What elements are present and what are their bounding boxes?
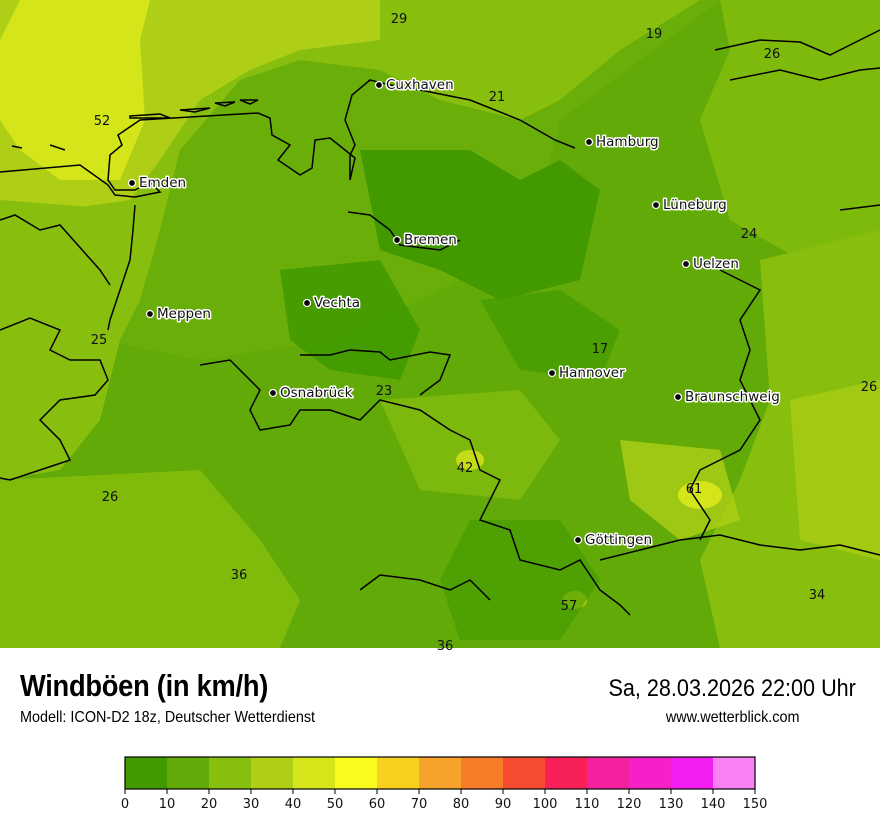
city-dot-icon [681,259,691,269]
color-legend: 0 10 20 30 40 50 60 70 80 90 100 110 120 130 140 150 [121,756,768,812]
map-title: Windböen (in km/h) [20,668,269,703]
city-göttingen: Göttingen [573,531,654,550]
legend-tick-label: 40 [285,797,302,812]
city-label: Braunschweig [685,389,780,405]
legend-color-cell [713,757,755,789]
gust-value-label: 24 [741,227,758,242]
legend-color-cell [545,757,587,789]
wind-gust-map: Cuxhaven Hamburg Emden Lüneburg Bremen Uelzen… [0,0,880,654]
legend-tick-label: 120 [617,797,642,812]
legend-tick-label: 140 [701,797,726,812]
gust-value-label: 29 [391,12,408,27]
city-label: Lüneburg [663,197,727,213]
gust-value-label: 61 [686,482,703,497]
city-dot-icon [392,235,402,245]
city-hamburg: Hamburg [584,133,660,152]
legend-tick-label: 50 [327,797,344,812]
website-link[interactable]: www.wetterblick.com [665,709,799,726]
gust-value-label: 26 [861,380,878,395]
city-markers: Cuxhaven Hamburg Emden Lüneburg Bremen Uelzen… [127,76,781,550]
city-label: Göttingen [585,532,652,548]
city-label: Hamburg [596,134,659,150]
city-label: Bremen [404,232,457,248]
city-dot-icon [573,535,583,545]
city-uelzen: Uelzen [681,255,740,274]
legend-color-cell [377,757,419,789]
legend-tick-label: 30 [243,797,260,812]
legend-color-cell [335,757,377,789]
gust-value-label: 57 [561,599,578,614]
legend-tick-label: 20 [201,797,218,812]
legend-color-cell [461,757,503,789]
city-vechta: Vechta [302,294,362,313]
city-label: Osnabrück [280,385,353,401]
city-bremen: Bremen [392,231,458,250]
gust-value-label: 26 [764,47,781,62]
city-label: Uelzen [693,256,739,272]
gust-value-label: 36 [231,568,248,583]
legend-color-cell [671,757,713,789]
legend-tick-label: 100 [533,797,558,812]
legend-color-cell [419,757,461,789]
city-label: Emden [139,175,186,191]
city-hannover: Hannover [547,364,627,383]
gust-value-label: 17 [592,342,609,357]
legend-tick-label: 110 [575,797,600,812]
city-dot-icon [547,368,557,378]
legend-color-cell [629,757,671,789]
legend-color-cell [587,757,629,789]
city-dot-icon [268,388,278,398]
forecast-datetime: Sa, 28.03.2026 22:00 Uhr [608,675,856,702]
legend-color-cell [503,757,545,789]
legend-color-cell [209,757,251,789]
legend-tick-label: 80 [453,797,470,812]
city-label: Hannover [559,365,625,381]
gust-value-label: 26 [102,490,119,505]
city-osnabrück: Osnabrück [268,384,354,403]
value-labels: 29 19 26 21 52 24 25 17 23 26 42 61 26 36 57 34 36 [91,12,878,654]
city-label: Cuxhaven [386,77,454,93]
legend-tick-label: 70 [411,797,428,812]
city-meppen: Meppen [145,305,212,324]
legend-tick-label: 150 [743,797,768,812]
legend-tick-label: 60 [369,797,386,812]
legend-color-cell [125,757,167,789]
legend-color-cell [167,757,209,789]
gust-value-label: 23 [376,384,393,399]
coastlines-borders [0,29,880,616]
city-dot-icon [302,298,312,308]
legend-tick-label: 90 [495,797,512,812]
legend-tick-label: 0 [121,797,129,812]
city-label: Vechta [314,295,360,311]
gust-value-label: 42 [457,461,474,476]
city-dot-icon [374,80,384,90]
city-dot-icon [145,309,155,319]
wind-field [0,0,880,648]
city-dot-icon [127,178,137,188]
city-dot-icon [673,392,683,402]
gust-value-label: 19 [646,27,663,42]
gust-value-label: 34 [809,588,826,603]
legend-tick-label: 10 [159,797,176,812]
city-dot-icon [584,137,594,147]
gust-value-label: 25 [91,333,108,348]
city-dot-icon [651,200,661,210]
gust-value-label: 36 [437,639,454,654]
city-cuxhaven: Cuxhaven [374,76,455,95]
city-emden: Emden [127,174,188,193]
legend-color-cell [251,757,293,789]
legend-tick-label: 130 [659,797,684,812]
city-label: Meppen [157,306,211,322]
gust-value-label: 21 [489,90,506,105]
legend-color-cell [293,757,335,789]
city-lüneburg: Lüneburg [651,196,728,215]
model-source: Modell: ICON-D2 18z, Deutscher Wetterdie… [20,709,316,726]
city-braunschweig: Braunschweig [673,388,781,407]
gust-value-label: 52 [94,114,111,129]
